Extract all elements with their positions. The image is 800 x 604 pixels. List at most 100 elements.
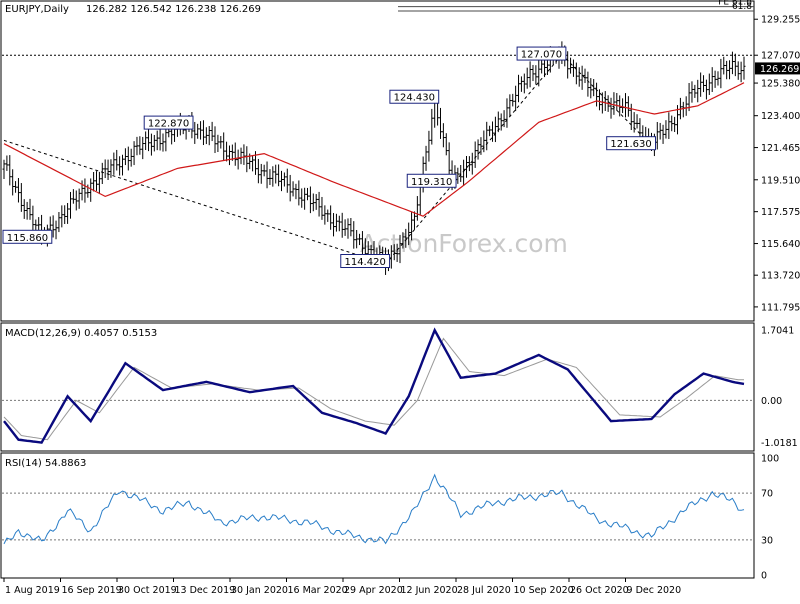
- price-bar: [80, 180, 84, 201]
- price-bar: [14, 181, 18, 193]
- rsi-title: RSI(14) 54.8863: [5, 458, 86, 469]
- price-bar: [395, 243, 399, 262]
- time-tick-label: 30 Oct 2019: [118, 585, 177, 596]
- price-bar: [470, 152, 474, 175]
- price-bar: [713, 70, 717, 88]
- price-bar: [268, 169, 272, 186]
- trendline: [385, 54, 563, 265]
- macd-axis: 1.7041 0.00 -1.0181: [761, 326, 798, 449]
- price-bar: [696, 79, 700, 103]
- price-bar: [537, 59, 541, 87]
- price-bar: [525, 67, 529, 89]
- price-bar: [326, 209, 330, 222]
- pivot-label: 127.070: [516, 46, 567, 61]
- price-bar: [571, 59, 575, 77]
- price-bar: [609, 97, 613, 119]
- price-bar: [534, 65, 538, 85]
- price-bar: [583, 68, 587, 84]
- rsi-panel-frame: [0, 452, 755, 579]
- price-bar: [531, 64, 535, 82]
- pivot-label-text: 115.860: [7, 233, 48, 244]
- current-price-label: 126.269: [760, 64, 799, 75]
- pivot-label: 122.870: [143, 115, 194, 130]
- price-bar: [230, 144, 234, 161]
- price-bar: [664, 120, 668, 139]
- price-bar: [566, 51, 570, 79]
- rsi-lines: [2, 473, 754, 545]
- price-bar: [213, 126, 217, 154]
- chart-title: EURJPY,Daily: [5, 4, 69, 15]
- price-bar: [528, 61, 532, 88]
- price-bar: [739, 61, 743, 83]
- price-bar: [404, 228, 408, 248]
- price-bar: [398, 234, 402, 264]
- price-bar: [60, 205, 64, 228]
- price-bar: [5, 155, 9, 171]
- time-tick-label: 10 Sep 2020: [514, 585, 574, 596]
- price-bar: [702, 75, 706, 93]
- price-bar: [115, 149, 119, 171]
- price-bar: [138, 136, 142, 155]
- price-bar: [227, 145, 231, 166]
- price-bar: [476, 139, 480, 160]
- price-bar: [147, 128, 151, 152]
- time-tick-label: 13 Dec 2019: [175, 585, 236, 596]
- price-bar: [519, 76, 523, 92]
- rsi-line: [3, 473, 745, 545]
- price-tick-label: 115.640: [761, 239, 800, 250]
- price-bar: [355, 230, 359, 249]
- price-bar: [667, 112, 671, 140]
- price-bar: [334, 213, 338, 232]
- pivot-label: 119.310: [406, 173, 457, 188]
- price-bar: [502, 110, 506, 128]
- price-bar: [586, 71, 590, 97]
- price-bar: [31, 205, 35, 235]
- price-bar: [389, 245, 393, 269]
- price-bar: [577, 67, 581, 87]
- price-bar: [352, 221, 356, 249]
- price-bar: [199, 121, 203, 140]
- price-bar: [427, 130, 431, 162]
- price-bar: [16, 178, 20, 203]
- price-bar: [317, 191, 321, 217]
- price-bar: [291, 181, 295, 197]
- price-axis: 129.255 127.070 125.380 123.400 121.465 119.5…: [754, 15, 800, 313]
- price-bar: [92, 171, 96, 192]
- price-bar: [505, 98, 509, 128]
- time-tick-label: 16 Sep 2019: [62, 585, 122, 596]
- price-tick-label: 113.720: [761, 271, 800, 282]
- price-bar: [340, 212, 344, 238]
- price-bar: [300, 188, 304, 208]
- price-bar: [233, 142, 237, 166]
- price-bar: [589, 78, 593, 99]
- price-bar: [485, 121, 489, 151]
- price-bar: [349, 218, 353, 237]
- price-bar: [693, 84, 697, 98]
- price-bar: [491, 121, 495, 142]
- price-bar: [74, 190, 78, 211]
- price-bar: [424, 145, 428, 171]
- price-bar: [19, 183, 23, 212]
- price-bar: [522, 73, 526, 94]
- price-bar: [83, 178, 87, 203]
- price-bar: [51, 215, 55, 238]
- price-bar: [401, 232, 405, 249]
- time-tick-label: 30 Jan 2020: [231, 585, 288, 596]
- pivot-label-text: 127.070: [521, 50, 562, 61]
- price-bar: [294, 183, 298, 200]
- macd-signal-line: [3, 337, 744, 441]
- macd-panel: MACD(12,26,9) 0.4057 0.5153 1.7041 0.00 -1…: [0, 322, 798, 452]
- pivot-label-box: [143, 115, 194, 130]
- price-bar: [204, 127, 208, 145]
- price-bar: [63, 205, 67, 224]
- price-bar: [467, 156, 471, 172]
- price-bar: [447, 142, 451, 180]
- pivot-labels: 115.860 122.870 114.420 124.430 119.310 127.0…: [2, 46, 657, 268]
- price-bar: [259, 163, 263, 184]
- price-bar: [216, 134, 220, 153]
- price-bar: [100, 162, 104, 185]
- price-bar: [57, 212, 61, 233]
- price-bar: [126, 146, 130, 171]
